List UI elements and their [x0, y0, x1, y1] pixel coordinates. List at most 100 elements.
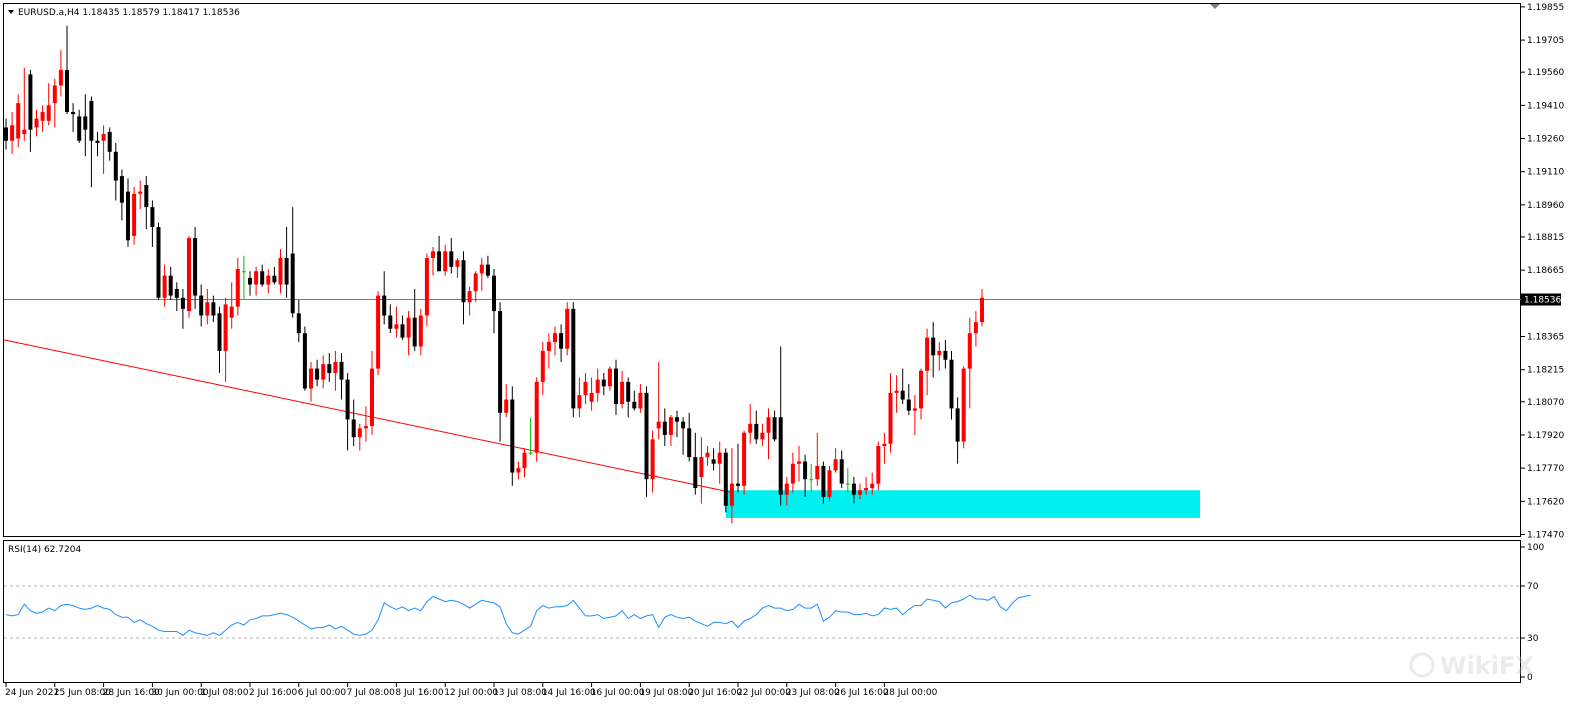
- triangle-down-icon[interactable]: [8, 10, 14, 14]
- candle-body: [827, 470, 832, 497]
- price-y-axis: 1.19855 1.19705 1.19560 1.19410 1.19260 1.191…: [1521, 3, 1564, 541]
- candle-body: [705, 452, 710, 458]
- watermark-logo-icon: [1409, 652, 1435, 678]
- candle: [894, 375, 899, 413]
- trendline[interactable]: [3, 339, 733, 493]
- candle-body: [132, 193, 137, 236]
- candle: [309, 361, 313, 402]
- candle-body: [89, 100, 94, 141]
- candle-body: [845, 483, 850, 485]
- candle: [16, 94, 21, 148]
- candle-body: [22, 129, 27, 135]
- candle: [778, 346, 783, 506]
- candle: [620, 370, 625, 409]
- candle-body: [815, 465, 820, 480]
- candle: [693, 432, 698, 495]
- candle-body: [540, 350, 545, 382]
- candle: [772, 410, 777, 442]
- candle-body: [790, 463, 795, 484]
- candle-body: [211, 302, 216, 316]
- candle: [150, 200, 155, 247]
- rsi-line: [5, 594, 1031, 637]
- candle-body: [278, 257, 283, 285]
- candle-body: [809, 479, 814, 481]
- candle: [614, 359, 618, 416]
- candle-body: [34, 118, 39, 128]
- candle-body: [321, 364, 326, 380]
- candle: [101, 125, 106, 174]
- candle-body: [772, 417, 777, 440]
- candle: [626, 377, 631, 418]
- candle: [370, 350, 374, 435]
- candle-body: [4, 127, 8, 141]
- candle: [699, 437, 704, 504]
- candle-body: [882, 443, 887, 447]
- watermark-text: WikiFX: [1440, 652, 1534, 680]
- candle: [845, 468, 850, 493]
- rsi-panel-frame: [3, 540, 1521, 683]
- candle: [833, 448, 838, 473]
- candle: [705, 446, 710, 466]
- scroll-marker-icon[interactable]: [1210, 4, 1220, 9]
- candle-body: [400, 324, 405, 338]
- candle-body: [126, 191, 130, 241]
- y-tick-label: 1.18070: [1527, 398, 1564, 408]
- candle: [89, 96, 94, 188]
- candle-body: [223, 304, 228, 351]
- candle-body: [736, 483, 740, 486]
- trendline-group[interactable]: [3, 339, 733, 493]
- rsi-tick-label: 100: [1527, 543, 1544, 553]
- candle-body: [681, 421, 686, 429]
- candle-body: [662, 421, 667, 435]
- y-tick-label: 1.19560: [1527, 68, 1564, 78]
- candle: [912, 395, 917, 435]
- y-tick-label: 1.19855: [1527, 3, 1564, 13]
- candle-body: [418, 315, 423, 347]
- candle: [681, 417, 686, 455]
- candle: [187, 235, 191, 318]
- rsi-levels: [4, 585, 1521, 639]
- candle: [754, 410, 759, 444]
- candle: [485, 255, 490, 278]
- candle-body: [699, 457, 704, 477]
- candle-body: [949, 359, 954, 409]
- candle: [717, 441, 722, 484]
- x-tick-label: 2 Jul 16:00: [249, 688, 298, 698]
- support-zone-rect[interactable]: [725, 490, 1200, 518]
- candle-body: [754, 423, 759, 440]
- candle-body: [412, 317, 417, 347]
- candle: [668, 415, 673, 447]
- candle-body: [217, 313, 222, 351]
- candle: [193, 227, 198, 309]
- candle: [22, 67, 27, 141]
- candle-body: [717, 452, 722, 464]
- candle: [839, 450, 844, 489]
- candle-body: [766, 417, 771, 433]
- x-tick-label: 24 Jun 2021: [5, 688, 59, 698]
- candle-body: [455, 260, 460, 267]
- watermark: WikiFX: [1409, 652, 1534, 680]
- candle-body: [296, 313, 301, 334]
- candle-body: [632, 401, 637, 409]
- candle-body: [638, 392, 643, 409]
- candle-body: [925, 337, 930, 371]
- candle: [882, 432, 887, 464]
- candle-body: [967, 333, 972, 369]
- candle: [553, 326, 557, 356]
- candle-body: [406, 317, 411, 338]
- candle: [28, 69, 33, 152]
- support-zone[interactable]: [725, 490, 1200, 518]
- candle-body: [95, 140, 100, 143]
- candle: [302, 326, 307, 391]
- candle-body: [614, 368, 618, 404]
- candle-body: [559, 333, 564, 349]
- candle: [144, 176, 149, 230]
- candle: [376, 291, 381, 376]
- candle-body: [107, 131, 112, 152]
- candle-body: [327, 364, 332, 374]
- candle-body: [626, 381, 631, 402]
- candle: [644, 386, 649, 497]
